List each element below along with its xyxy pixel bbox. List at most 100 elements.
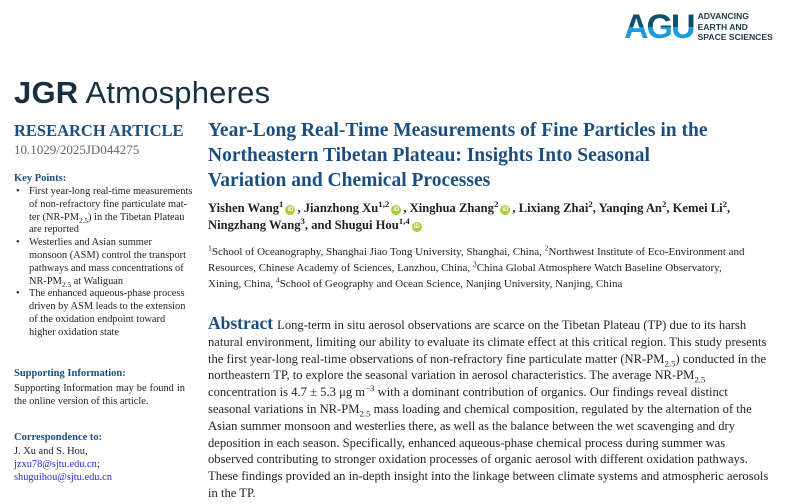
abstract-line: observed contributing to stronger oxidat… (208, 451, 793, 468)
text-run: ) conducted in the (675, 351, 767, 366)
orcid-icon[interactable]: iD (500, 205, 511, 215)
key-point-line: ter (NR-PM2.5) in the Tibetan Plateau (29, 212, 194, 225)
abstract-line: These findings provided an in-depth insi… (208, 468, 793, 485)
key-point: First year-long real-time measurementsof… (14, 186, 194, 237)
journal-title-bold: JGR (14, 75, 79, 110)
subscript: 2.5 (359, 408, 371, 419)
text-run: are reported (29, 224, 79, 236)
affiliation-line: Resources, Chinese Academy of Sciences, … (208, 259, 793, 277)
abstract-line: in the TP. (208, 485, 793, 502)
superscript: 2 (588, 198, 593, 209)
text-run: mass loading and chemical composition, r… (370, 401, 752, 416)
email-link[interactable]: shuguihou@sjtu.edu.cn (14, 471, 112, 483)
affiliation-line: 1School of Oceanography, Shanghai Jiao T… (208, 243, 793, 261)
superscript: 1 (208, 243, 212, 253)
subscript: 2.5 (61, 280, 72, 289)
text-run: , (727, 201, 731, 215)
key-point-line: Westerlies and Asian summer (29, 237, 194, 250)
text-run: Long-term in situ aerosol observations a… (277, 318, 747, 332)
superscript: 2 (722, 198, 728, 209)
text-run: of the oxidation endpoint toward (29, 313, 166, 325)
subscript: 2.5 (78, 216, 89, 225)
key-point-line: pathways and mass concentrations of (29, 263, 194, 276)
agu-tagline: ADVANCING EARTH AND SPACE SCIENCES (698, 11, 773, 43)
orcid-icon[interactable]: iD (285, 205, 296, 215)
superscript: 1,4 (398, 215, 410, 226)
text-run: observed contributing to stronger oxidat… (208, 452, 748, 467)
text-run: Resources, Chinese Academy of Sciences, … (208, 261, 473, 274)
email-link[interactable]: jzxu78@sjtu.edu.cn (14, 458, 97, 470)
text-run: the first year-long real-time observatio… (208, 351, 665, 366)
text-run: , Kemei Li (666, 201, 723, 215)
key-point-line: First year-long real-time measurements (29, 186, 194, 199)
abstract: Abstract Long-term in situ aerosol observ… (208, 313, 793, 502)
text-run: deposition in each season. Specifically,… (208, 435, 726, 450)
superscript: 4 (275, 274, 280, 284)
author-line: Ningzhang Wang3, and Shugui Hou1,4iD (208, 215, 788, 234)
abstract-line: the first year-long real-time observatio… (208, 351, 793, 368)
key-point-line: The enhanced aqueous-phase process (29, 288, 194, 301)
text-run: northeastern TP, to explore the seasonal… (208, 368, 695, 383)
journal-title-rest: Atmospheres (78, 75, 271, 110)
text-run: Xining, China, (208, 277, 276, 290)
text-run: of non-refractory fine particulate mat- (29, 198, 188, 210)
text-run: , and Shugui Hou (304, 218, 399, 232)
text-run: ) in the Tibetan Plateau (88, 211, 185, 223)
key-point-line: are reported (29, 224, 194, 237)
subscript: 2.5 (664, 358, 676, 369)
correspondence-names: J. Xu and S. Hou, (14, 446, 88, 457)
key-point-line: NR-PM2.5 at Waliguan (29, 276, 194, 289)
text-run: The enhanced aqueous-phase process (29, 288, 185, 300)
agu-mark: AGU (624, 8, 696, 46)
key-point-line: monsoon (ASM) control the transport (29, 250, 194, 263)
superscript: 2 (544, 243, 549, 253)
key-points-heading: Key Points: (14, 173, 67, 184)
text-run: seasonal variations in NR-PM (208, 401, 360, 416)
abstract-line: seasonal variations in NR-PM2.5 mass loa… (208, 401, 793, 418)
abstract-heading: Abstract (208, 313, 274, 333)
text-run: driven by ASM leads to the extension (29, 301, 186, 313)
tagline-line: SPACE SCIENCES (697, 32, 773, 43)
text-run: Asian summer monsoon and westerlies ther… (208, 418, 736, 433)
doi[interactable]: 10.1029/2025JD044275 (14, 142, 140, 157)
tagline-line: ADVANCING (697, 11, 749, 22)
text-run: pathways and mass concentrations of (29, 262, 184, 274)
text-run: These findings provided an in-depth insi… (208, 469, 769, 484)
affiliation-line: Xining, China, 4School of Geography and … (208, 274, 793, 293)
text-run: Ningzhang Wang (208, 218, 301, 232)
text-run: at Waliguan (71, 275, 124, 287)
text-run: School of Oceanography, Shanghai Jiao To… (211, 246, 545, 258)
superscript: −3 (365, 383, 375, 393)
text-run: Northwest Institute of Eco-Environment a… (548, 246, 745, 258)
article-type: RESEARCH ARTICLE (14, 121, 184, 140)
article-title: Year-Long Real-Time Measurements of Fine… (208, 118, 788, 193)
key-point: The enhanced aqueous-phase processdriven… (14, 288, 194, 339)
title-line: Northeastern Tibetan Plateau: Insights I… (208, 145, 650, 166)
orcid-icon[interactable]: iD (411, 222, 422, 232)
agu-logo: AGU ADVANCING EARTH AND SPACE SCIENCES (624, 10, 773, 44)
orcid-icon[interactable]: iD (391, 205, 402, 215)
text-run: , Xinghua Zhang (403, 201, 494, 215)
correspondence-heading: Correspondence to: (14, 432, 103, 443)
key-point-line: of non-refractory fine particulate mat- (29, 199, 194, 212)
abstract-line: concentration is 4.7 ± 5.3 μg m−3 with a… (208, 384, 793, 401)
text-run: Yishen Wang (208, 201, 280, 215)
text-run: in the TP. (208, 485, 256, 500)
abstract-line: Abstract Long-term in situ aerosol observ… (208, 313, 793, 334)
key-point-line: of the oxidation endpoint toward (29, 314, 194, 327)
abstract-line: northeastern TP, to explore the seasonal… (208, 367, 793, 384)
supporting-info-text: Supporting Information may be found in t… (14, 383, 185, 407)
key-point-line: driven by ASM leads to the extension (29, 301, 194, 314)
tagline-line: EARTH AND (697, 21, 748, 32)
author-line: Yishen Wang1iD, Jianzhong Xu1,2iD, Xingh… (208, 198, 788, 217)
subscript: 2.5 (694, 374, 706, 385)
superscript: 3 (472, 259, 477, 269)
superscript: 2 (661, 198, 667, 209)
journal-title: JGR Atmospheres (14, 75, 270, 111)
superscript: 1,2 (378, 198, 390, 209)
text-run: natural environment, limiting our abilit… (208, 334, 767, 349)
text-run: China Global Atmosphere Watch Baseline O… (476, 261, 722, 274)
text-run: with a dominant contribution of organics… (374, 385, 728, 400)
text-run: First year-long real-time measurements (29, 186, 193, 197)
